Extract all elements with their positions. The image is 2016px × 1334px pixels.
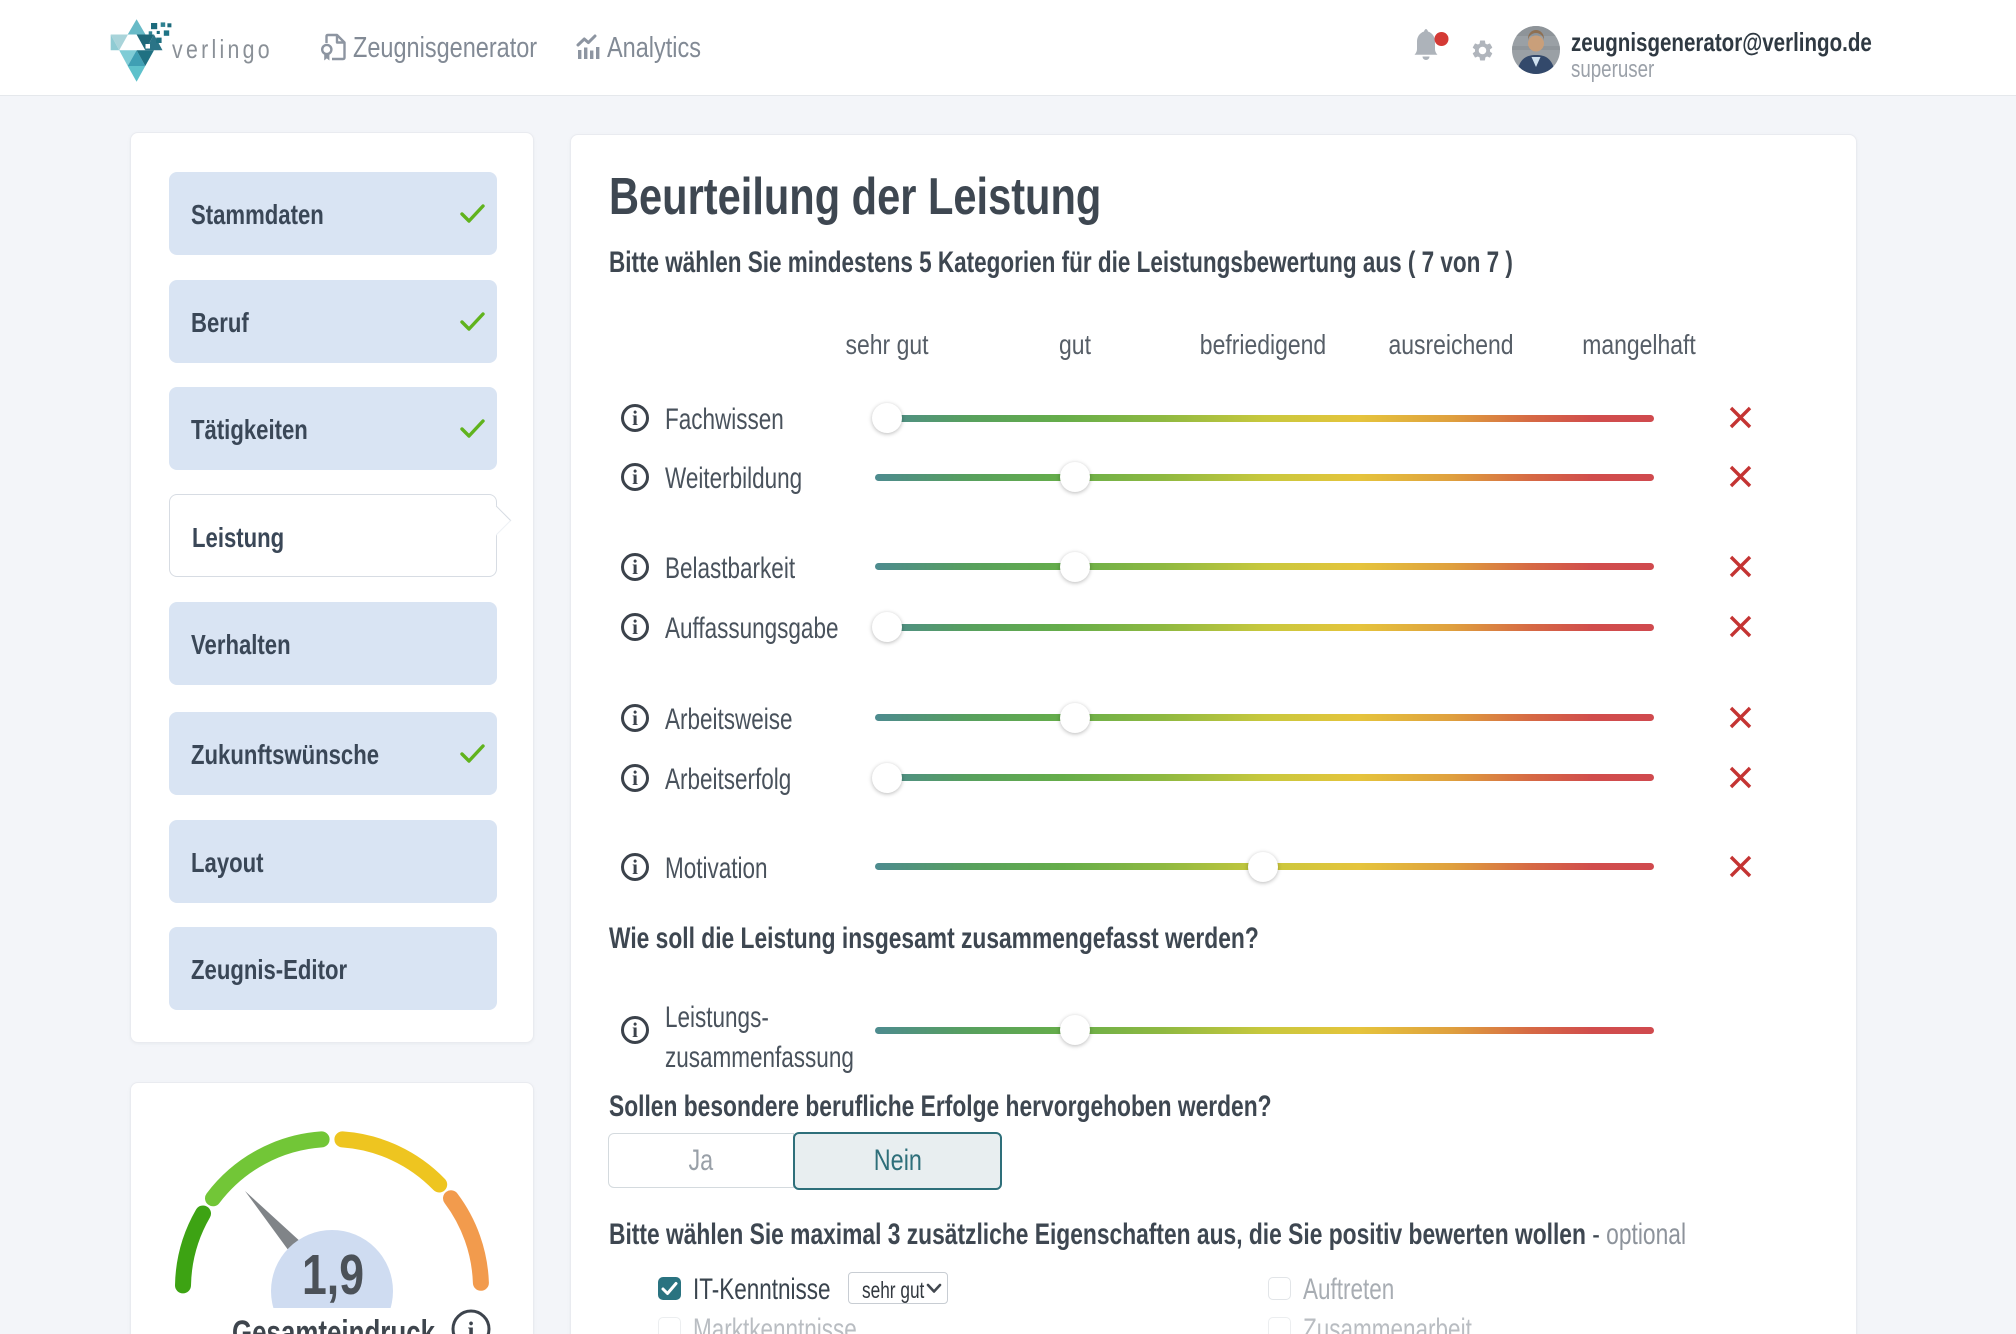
- svg-text:Gesamteindruck: Gesamteindruck: [232, 1314, 435, 1334]
- svg-text:i: i: [468, 1318, 475, 1334]
- svg-text:1,9: 1,9: [302, 1243, 364, 1307]
